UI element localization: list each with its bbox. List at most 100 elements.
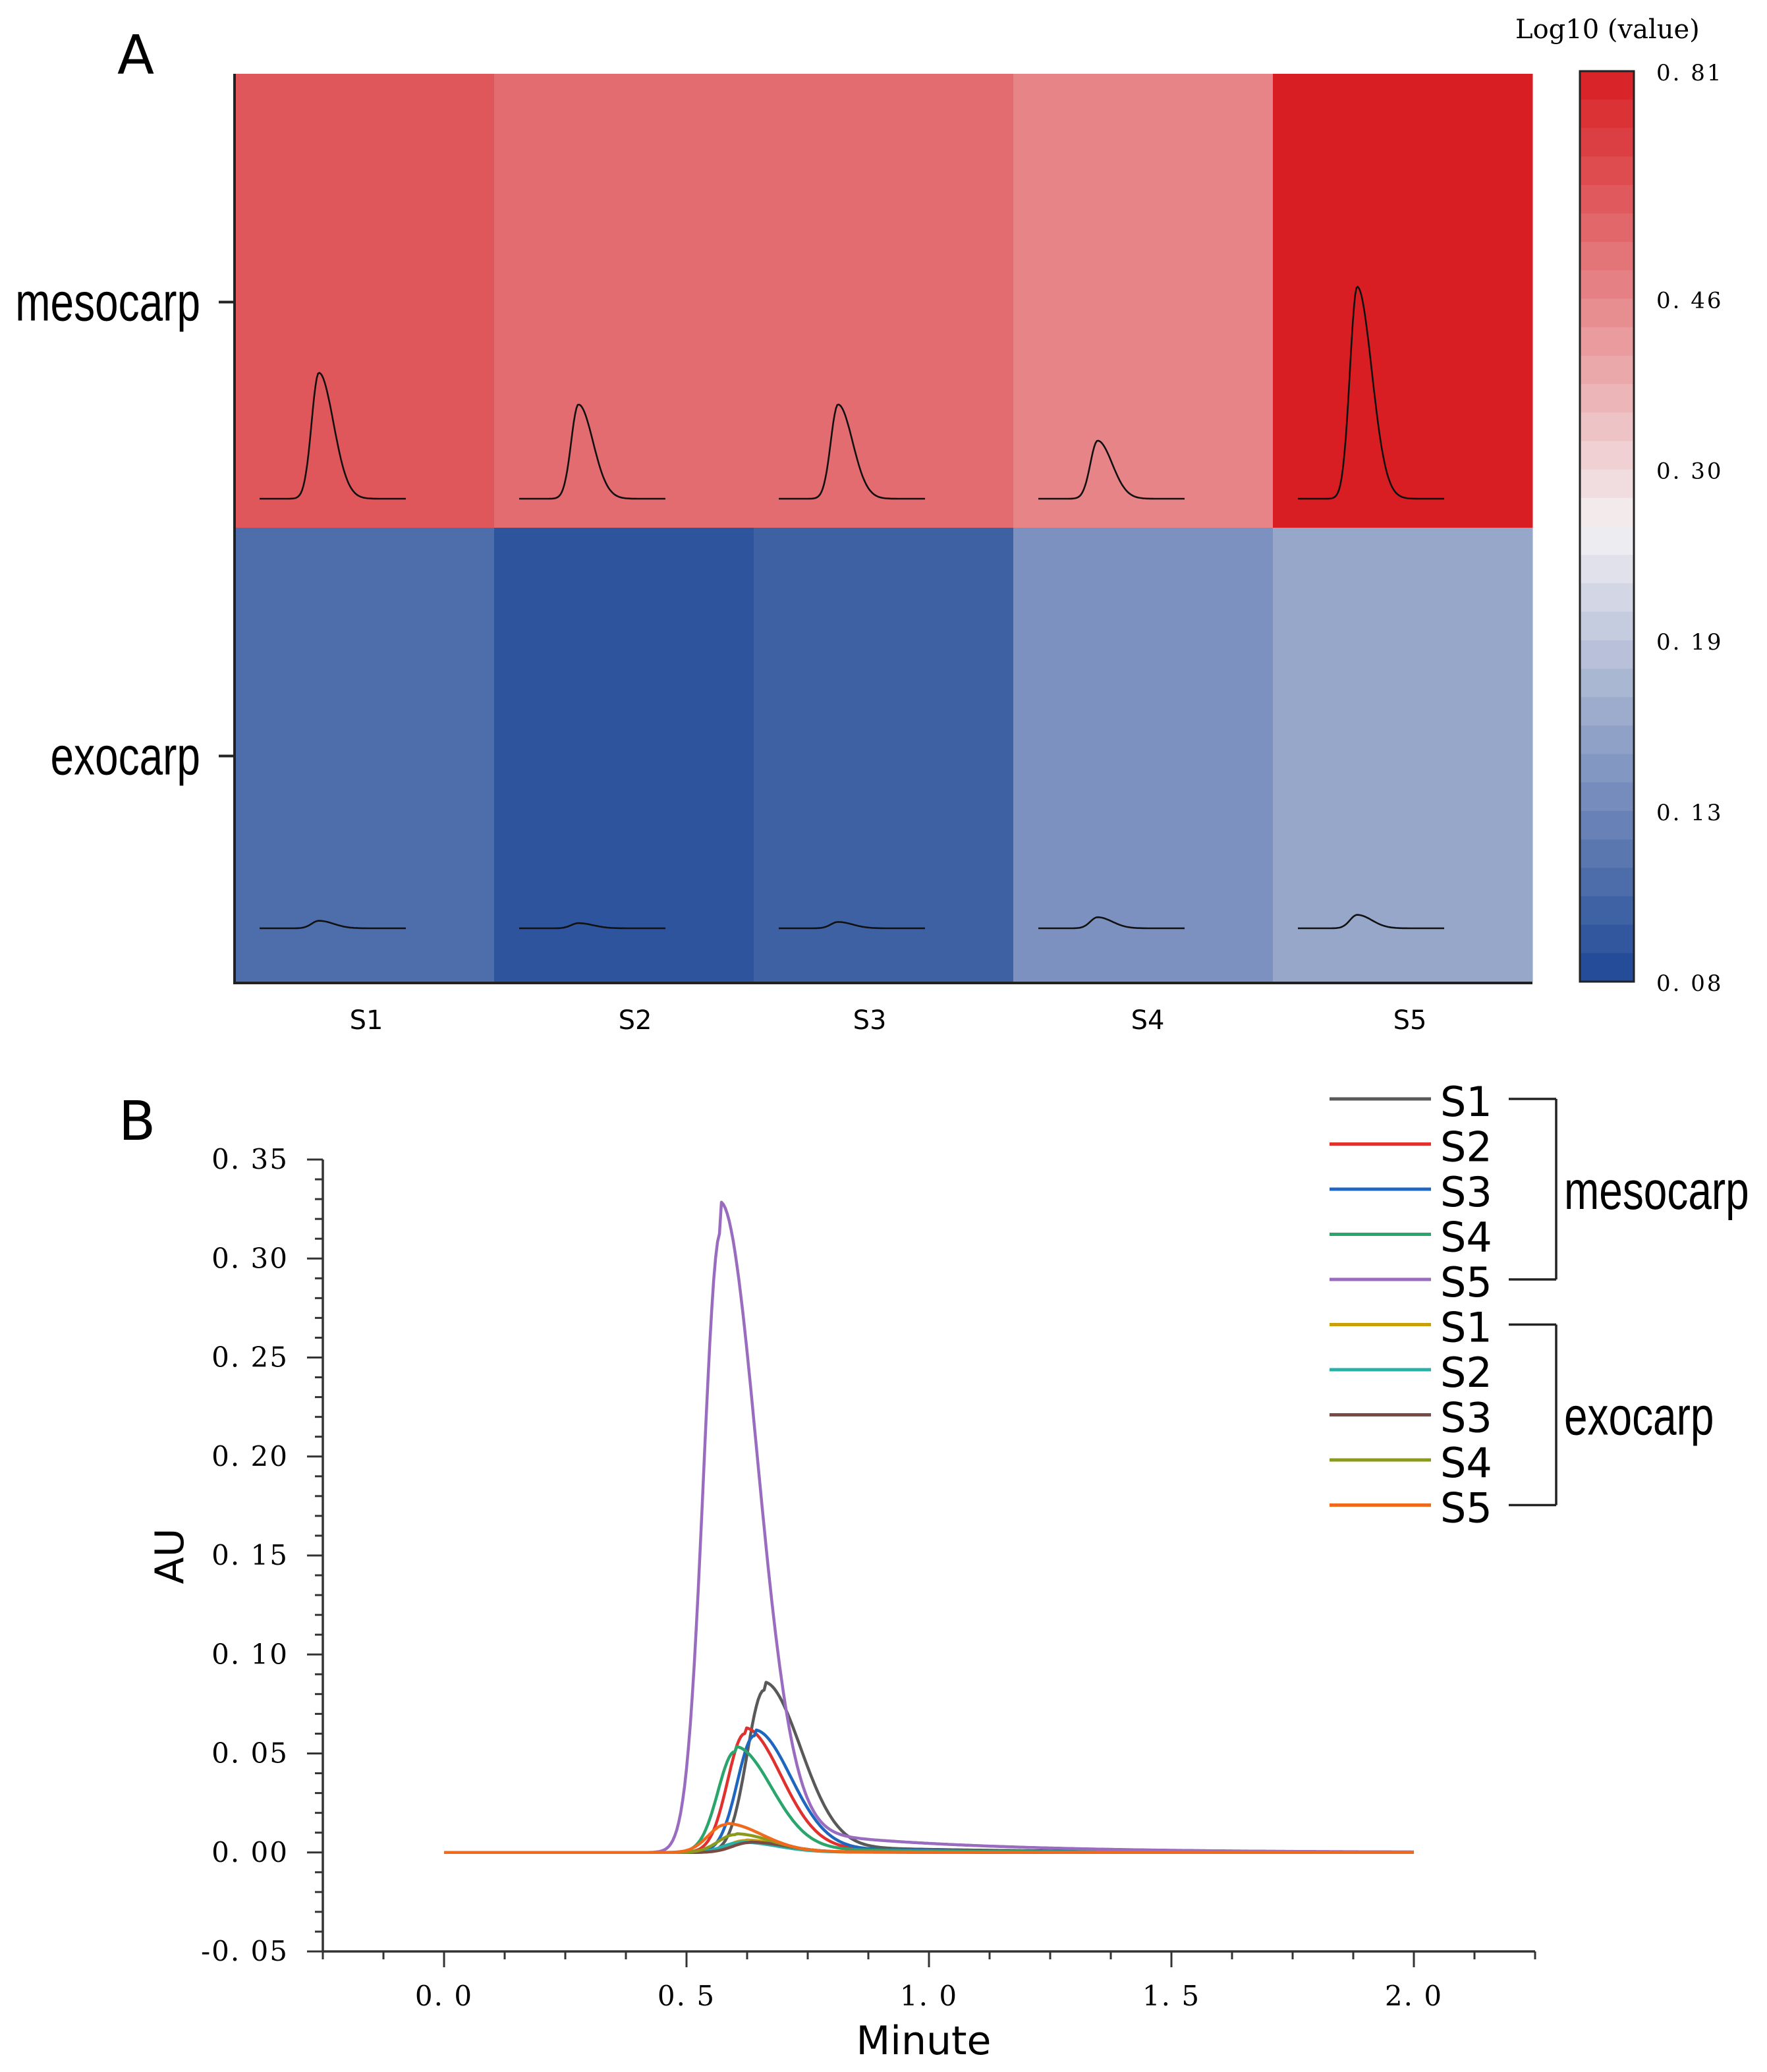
colorbar-segment [1580, 668, 1634, 698]
mini-chromatogram-mesocarp-S2 [519, 403, 665, 500]
colorbar-segment [1580, 953, 1634, 982]
heatmap-x-label-S5: S5 [1393, 1005, 1427, 1036]
colorbar-segment [1580, 355, 1634, 385]
colorbar-segment [1580, 497, 1634, 527]
x-tick-label: 2. 0 [1385, 1980, 1443, 2012]
colorbar-segment [1580, 384, 1634, 413]
y-tick-label: 0. 35 [211, 1143, 289, 1175]
series-line-mesocarp-S3 [444, 1728, 1414, 1855]
colorbar-segment [1580, 611, 1634, 641]
y-tick-label: -0. 05 [201, 1935, 289, 1967]
y-tick-label: 0. 05 [211, 1737, 289, 1770]
mini-chromatogram-mesocarp-S5 [1298, 285, 1444, 500]
mini-chromatogram-exocarp-S5 [1298, 914, 1444, 930]
y-tick-label: 0. 10 [211, 1638, 289, 1670]
legend-label-exocarp-S2: S2 [1440, 1349, 1492, 1397]
x-axis-label: Minute [856, 2018, 992, 2064]
colorbar-frame [1579, 70, 1635, 983]
legend-label-mesocarp-S3: S3 [1440, 1168, 1492, 1216]
colorbar-segment [1580, 896, 1634, 926]
colorbar-segment [1580, 924, 1634, 954]
panel-b-label: B [119, 1090, 155, 1153]
x-tick-label: 0. 0 [415, 1980, 473, 2012]
heatmap-cell-exocarp-S4 [1013, 528, 1274, 982]
colorbar-segment [1580, 754, 1634, 783]
heatmap-cell-exocarp-S3 [754, 528, 1014, 982]
heatmap-cell-mesocarp-S4 [1013, 74, 1274, 528]
colorbar-segment [1580, 128, 1634, 157]
colorbar-title: Log10 (value) [1515, 14, 1700, 45]
colorbar-segment [1580, 184, 1634, 214]
series-line-mesocarp-S4 [444, 1745, 1414, 1855]
heatmap-x-label-S1: S1 [350, 1005, 383, 1036]
mini-chromatogram-exocarp-S2 [519, 922, 665, 930]
heatmap-x-label-S4: S4 [1131, 1005, 1165, 1036]
heatmap: mesocarp exocarp S1 S2 S3 S4 S5 [15, 74, 1533, 1036]
series-line-mesocarp-S2 [444, 1726, 1414, 1855]
legend-label-exocarp-S3: S3 [1440, 1394, 1492, 1442]
line-chart: 0. 350. 300. 250. 200. 150. 100. 050. 00… [147, 1143, 1536, 2064]
heatmap-x-label-S3: S3 [853, 1005, 887, 1036]
legend-label-exocarp-S1: S1 [1440, 1304, 1492, 1352]
heatmap-cell-exocarp-S2 [494, 528, 754, 982]
legend-group-label-exocarp: exocarp [1564, 1386, 1714, 1447]
legend-label-mesocarp-S5: S5 [1440, 1258, 1492, 1306]
colorbar-tick-label: 0. 08 [1656, 970, 1724, 997]
colorbar-segment [1580, 298, 1634, 328]
colorbar-tick-label: 0. 81 [1656, 60, 1724, 86]
series-line-mesocarp-S5 [444, 1200, 1414, 1855]
colorbar-segment [1580, 810, 1634, 840]
colorbar-segment [1580, 327, 1634, 356]
colorbar-tick-label: 0. 13 [1656, 800, 1724, 826]
mini-chromatogram-exocarp-S4 [1038, 916, 1185, 930]
heatmap-cell-mesocarp-S3 [754, 74, 1014, 528]
colorbar-segment [1580, 868, 1634, 897]
colorbar-segment [1580, 99, 1634, 128]
x-tick-label: 1. 5 [1142, 1980, 1200, 2012]
legend-label-mesocarp-S1: S1 [1440, 1078, 1492, 1126]
colorbar-segment [1580, 725, 1634, 755]
y-tick-label: 0. 00 [211, 1836, 289, 1868]
colorbar-segment [1580, 156, 1634, 186]
heatmap-x-label-S2: S2 [619, 1005, 652, 1036]
x-tick-label: 1. 0 [900, 1980, 958, 2012]
heatmap-y-label-exocarp: exocarp [51, 725, 200, 787]
heatmap-cell-mesocarp-S2 [494, 74, 754, 528]
colorbar-segment [1580, 469, 1634, 499]
y-axis-label: AU [147, 1528, 193, 1584]
colorbar-segment [1580, 555, 1634, 584]
y-tick-label: 0. 25 [211, 1341, 289, 1374]
heatmap-cell-mesocarp-S5 [1273, 74, 1533, 528]
colorbar-tick-label: 0. 46 [1656, 288, 1724, 314]
y-tick-label: 0. 15 [211, 1539, 289, 1571]
heatmap-cell-exocarp-S1 [235, 528, 495, 982]
series-line-exocarp-S5 [444, 1822, 1414, 1855]
colorbar-segment [1580, 697, 1634, 726]
legend-label-exocarp-S5: S5 [1440, 1484, 1492, 1532]
legend-label-exocarp-S4: S4 [1440, 1439, 1492, 1487]
colorbar-segment [1580, 526, 1634, 555]
mini-chromatogram-exocarp-S3 [779, 921, 925, 930]
colorbar: 0. 81 0. 46 0. 30 0. 19 0. 13 0. 08 [1579, 60, 1724, 997]
heatmap-y-label-mesocarp: mesocarp [15, 271, 200, 333]
heatmap-cell-exocarp-S5 [1273, 528, 1533, 982]
colorbar-segment [1580, 412, 1634, 442]
heatmap-cell-mesocarp-S1 [235, 74, 495, 528]
legend-label-mesocarp-S4: S4 [1440, 1214, 1492, 1262]
legend-group-label-mesocarp: mesocarp [1564, 1160, 1749, 1221]
colorbar-segment [1580, 213, 1634, 242]
colorbar-segment [1580, 640, 1634, 669]
colorbar-segment [1580, 71, 1634, 100]
panel-a-label: A [117, 24, 154, 87]
series-line-mesocarp-S1 [444, 1681, 1414, 1855]
x-tick-label: 0. 5 [658, 1980, 715, 2012]
colorbar-tick-label: 0. 19 [1656, 629, 1724, 656]
colorbar-segment [1580, 839, 1634, 868]
legend-label-mesocarp-S2: S2 [1440, 1123, 1492, 1171]
colorbar-segment [1580, 583, 1634, 613]
mini-chromatogram-mesocarp-S3 [779, 403, 925, 500]
colorbar-tick-label: 0. 30 [1656, 459, 1724, 485]
colorbar-segment [1580, 441, 1634, 470]
